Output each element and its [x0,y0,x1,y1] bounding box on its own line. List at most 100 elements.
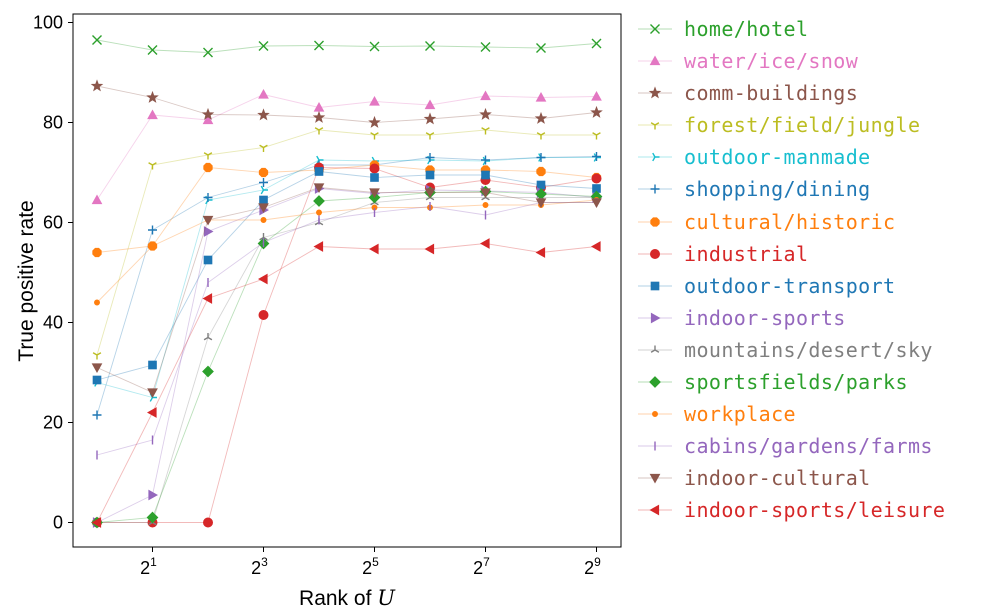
series-line [96,202,597,456]
data-point [203,255,213,265]
data-point [369,41,380,52]
legend-marker-icon [638,505,672,516]
data-point [148,489,159,501]
legend-item: cultural/historic [636,209,996,241]
legend-label: home/hotel [684,17,809,41]
data-point [148,360,157,370]
legend-item: forest/field/jungle [636,112,996,144]
data-point [590,241,601,252]
legend-item: sportsfields/parks [636,369,996,401]
series-line [96,164,597,253]
data-point [258,88,269,99]
legend-marker-icon [638,86,672,99]
data-point [480,90,491,101]
data-point [92,35,102,45]
data-point [259,195,268,205]
series-indoor-sports-leisure [91,238,601,528]
data-point [91,517,102,528]
y-tick-label: 60 [43,213,63,233]
data-point [592,132,601,140]
series-workplace [94,197,600,306]
data-point [536,180,546,190]
data-point [258,41,269,51]
legend-item: comm-buildings [636,80,996,112]
legend-label: indoor-sports/leisure [684,498,946,523]
series-cultural-historic [92,160,602,258]
data-point [370,173,379,182]
data-point [369,163,380,174]
legend-label: cultural/historic [684,209,896,234]
legend-marker-icon [638,24,672,34]
legend-label: sportsfields/parks [684,370,908,395]
y-tick-label: 100 [33,13,63,33]
series-line [96,243,597,523]
data-point [425,41,435,51]
data-point [146,407,157,418]
data-point [314,127,324,135]
data-point [369,95,380,106]
data-point [479,238,490,249]
data-point [316,209,322,216]
data-point [535,247,546,258]
series-home-hotel [92,35,602,58]
y-tick-label: 40 [43,313,63,333]
legend-marker-icon [638,474,672,484]
series-industrial [92,162,602,528]
legend-label: shopping/dining [684,177,871,202]
data-point [147,109,158,120]
data-point [203,162,213,173]
data-point [480,42,491,52]
x-axis-label: Rank of U [299,586,396,610]
x-tick-label: 21 [140,555,157,578]
data-point [202,293,213,304]
legend-label: water/ice/snow [684,49,859,74]
y-tick-label: 0 [53,513,63,533]
data-point [147,45,158,55]
legend-marker-icon [638,248,672,259]
data-point [369,188,380,199]
legend-label: comm-buildings [684,81,859,106]
series-line [96,191,597,523]
series-water-ice-snow [91,88,602,205]
legend-marker-icon [638,281,672,291]
y-axis-label: True positive rate [15,200,38,361]
data-point [92,375,102,385]
legend-label: outdoor-transport [684,273,896,298]
series-comm-buildings [90,79,603,128]
series-line [96,85,597,123]
legend-marker-icon [638,153,672,162]
legend-item: industrial [636,241,996,273]
legend-label: indoor-sports [684,305,846,330]
data-point [201,107,215,120]
data-point [482,202,489,208]
x-tick-label: 23 [251,555,268,578]
series-line [97,167,597,523]
data-point [90,79,104,92]
data-point [203,333,213,341]
data-point [259,144,268,152]
legend-marker-icon [638,312,672,324]
data-point [591,90,602,101]
legend-item: outdoor-transport [636,273,996,305]
legend: home/hotel water/ice/snow comm-buildings fo… [636,16,996,530]
data-point [313,195,325,207]
y-tick-label: 20 [43,413,63,433]
legend-marker-icon [638,411,672,418]
data-point [536,166,546,177]
data-point [258,203,269,214]
data-point [91,194,103,205]
x-tick-label: 29 [584,555,601,578]
series-indoor-cultural [91,183,602,399]
series-indoor-sports [92,183,603,528]
data-point [203,226,214,237]
series-forest-field-jungle [92,127,601,360]
legend-marker-icon [638,376,672,388]
y-tick-label: 80 [43,113,63,133]
data-point [312,110,326,123]
data-point [592,152,601,161]
legend-item: workplace [636,401,996,433]
data-point [149,243,156,249]
series-line [97,197,597,523]
data-point [425,153,435,162]
legend-item: home/hotel [636,16,996,48]
